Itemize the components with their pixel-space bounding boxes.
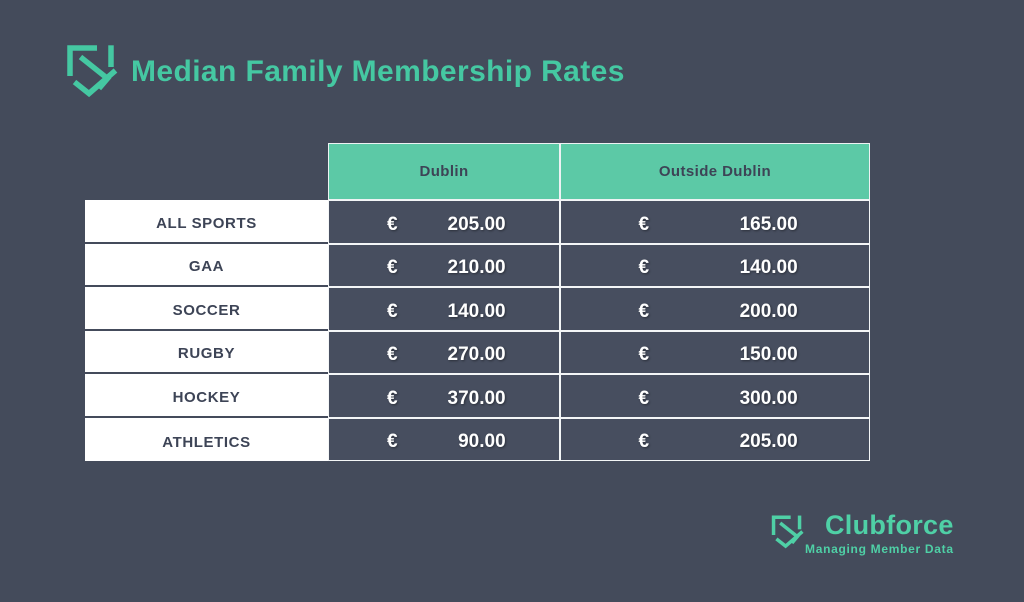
rate-value: 140.00 (739, 257, 798, 278)
rate-cell-hockey-outside: € 300.00 (560, 374, 870, 418)
clubforce-shield-icon (771, 515, 804, 555)
rate-value: 210.00 (447, 257, 506, 278)
rate-cell-athletics-dublin: € 90.00 (328, 417, 560, 461)
row-label-hockey: HOCKEY (85, 374, 328, 418)
rate-cell-rugby-outside: € 150.00 (560, 330, 870, 374)
page-title: Median Family Membership Rates (131, 55, 625, 88)
table-corner-spacer (85, 143, 328, 200)
rate-value: 150.00 (739, 344, 798, 365)
currency-symbol: € (387, 257, 398, 278)
row-label-all-sports: ALL SPORTS (85, 200, 328, 244)
currency-symbol: € (638, 431, 650, 452)
rate-value: 300.00 (739, 387, 798, 409)
brand-tagline: Managing Member Data (805, 542, 954, 556)
currency-symbol: € (387, 213, 398, 235)
rate-cell-all-sports-outside: € 165.00 (560, 200, 870, 244)
rate-cell-hockey-dublin: € 370.00 (328, 374, 560, 418)
rate-value: 140.00 (447, 300, 506, 322)
rate-cell-rugby-dublin: € 270.00 (328, 330, 560, 374)
rate-cell-all-sports-dublin: € 205.00 (328, 200, 560, 244)
currency-symbol: € (638, 213, 650, 235)
clubforce-logo: Clubforce Managing Member Data (771, 512, 954, 556)
title-block: Median Family Membership Rates (66, 44, 625, 100)
rate-cell-athletics-outside: € 205.00 (560, 417, 870, 461)
currency-symbol: € (638, 387, 650, 409)
rate-value: 200.00 (739, 300, 798, 322)
rate-value: 370.00 (447, 387, 506, 409)
membership-rates-table: Dublin Outside Dublin ALL SPORTS € 205.0… (85, 143, 870, 461)
currency-symbol: € (387, 431, 398, 452)
column-header-dublin: Dublin (328, 143, 560, 200)
row-label-gaa: GAA (85, 243, 328, 287)
clubforce-shield-icon (66, 44, 118, 100)
rate-value: 165.00 (739, 213, 798, 235)
rate-cell-gaa-outside: € 140.00 (560, 243, 870, 287)
rate-value: 270.00 (447, 344, 506, 365)
rate-cell-soccer-outside: € 200.00 (560, 287, 870, 331)
rate-value: 90.00 (458, 431, 506, 452)
rate-value: 205.00 (447, 213, 506, 235)
brand-name: Clubforce (824, 510, 954, 540)
currency-symbol: € (638, 257, 650, 278)
rate-cell-gaa-dublin: € 210.00 (328, 243, 560, 287)
row-label-soccer: SOCCER (85, 287, 328, 331)
rate-cell-soccer-dublin: € 140.00 (328, 287, 560, 331)
currency-symbol: € (387, 344, 398, 365)
currency-symbol: € (387, 300, 398, 322)
row-label-rugby: RUGBY (85, 330, 328, 374)
currency-symbol: € (638, 344, 650, 365)
currency-symbol: € (638, 300, 650, 322)
rate-value: 205.00 (739, 431, 798, 452)
currency-symbol: € (387, 387, 398, 409)
row-label-athletics: ATHLETICS (85, 417, 328, 461)
column-header-outside-dublin: Outside Dublin (560, 143, 870, 200)
